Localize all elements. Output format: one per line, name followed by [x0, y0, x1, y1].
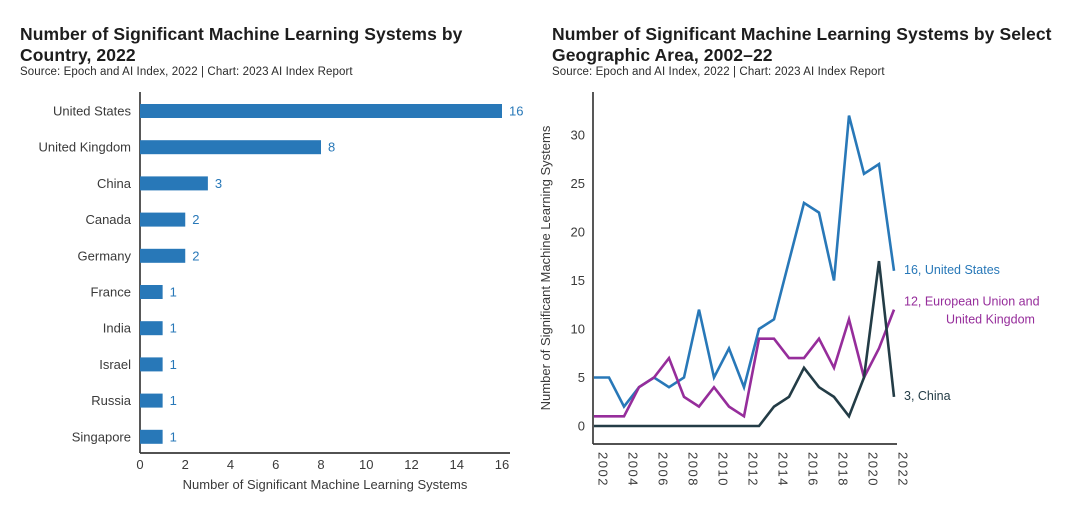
x-tick-8: 8 — [317, 457, 324, 472]
x-tick-2012: 2012 — [746, 452, 761, 487]
x-tick-2014: 2014 — [776, 452, 791, 487]
x-tick-2002: 2002 — [596, 452, 611, 487]
category-label-united-kingdom: United Kingdom — [39, 140, 132, 155]
x-tick-0: 0 — [136, 457, 143, 472]
bar-united-kingdom — [140, 140, 321, 155]
value-label-singapore: 1 — [170, 429, 177, 444]
value-label-china: 3 — [215, 176, 222, 191]
bar-chart-source: Source: Epoch and AI Index, 2022 | Chart… — [20, 66, 353, 78]
line-european-union-and-united-kingdom — [594, 309, 896, 419]
category-label-india: India — [103, 321, 132, 336]
x-tick-2004: 2004 — [626, 452, 641, 487]
y-tick-30: 30 — [571, 128, 585, 143]
line-china — [594, 260, 896, 428]
value-label-united-kingdom: 8 — [328, 140, 335, 155]
line-chart-title: Number of Significant Machine Learning S… — [552, 24, 1052, 65]
category-label-united-states: United States — [53, 104, 132, 119]
x-tick-2022: 2022 — [896, 452, 911, 487]
x-tick-2018: 2018 — [836, 452, 851, 487]
category-label-france: France — [91, 285, 131, 300]
x-tick-2010: 2010 — [716, 452, 731, 487]
bar-russia — [140, 393, 163, 408]
x-tick-14: 14 — [450, 457, 464, 472]
bar-chart-panel: Number of Significant Machine Learning S… — [20, 24, 524, 492]
x-tick-2020: 2020 — [866, 452, 881, 487]
bar-india — [140, 321, 163, 336]
bar-china — [140, 176, 208, 191]
line-chart: 0 5 10 15 20 25 30 2002 2004 2006 2008 2010 2012 2014… — [540, 92, 1040, 487]
value-label-canada: 2 — [192, 212, 199, 227]
end-label-china: 3, China — [904, 389, 951, 403]
x-tick-10: 10 — [359, 457, 373, 472]
line-chart-source: Source: Epoch and AI Index, 2022 | Chart… — [552, 66, 885, 78]
line-chart-panel: Number of Significant Machine Learning S… — [540, 0, 1080, 507]
x-tick-6: 6 — [272, 457, 279, 472]
y-tick-10: 10 — [571, 322, 585, 337]
bar-singapore — [140, 429, 163, 444]
end-label-united-states: 16, United States — [904, 263, 1000, 277]
bar-israel — [140, 357, 163, 372]
y-tick-20: 20 — [571, 225, 585, 240]
value-label-france: 1 — [170, 285, 177, 300]
x-tick-16: 16 — [495, 457, 509, 472]
x-tick-2016: 2016 — [806, 452, 821, 487]
value-label-india: 1 — [170, 321, 177, 336]
y-tick-25: 25 — [571, 176, 585, 191]
end-label-european-union-and-united-kingdom-line2: United Kingdom — [946, 313, 1035, 327]
category-label-canada: Canada — [85, 212, 131, 227]
y-axis-title: Number of Significant Machine Learning S… — [540, 125, 553, 410]
value-label-germany: 2 — [192, 248, 199, 263]
bar-canada — [140, 212, 186, 227]
value-label-russia: 1 — [170, 393, 177, 408]
y-tick-0: 0 — [578, 419, 585, 434]
value-label-israel: 1 — [170, 357, 177, 372]
category-label-china: China — [97, 176, 132, 191]
line-united-states — [594, 115, 896, 410]
x-axis-title: Number of Significant Machine Learning S… — [183, 477, 468, 492]
x-tick-4: 4 — [227, 457, 234, 472]
category-label-germany: Germany — [78, 248, 132, 263]
x-tick-12: 12 — [404, 457, 418, 472]
bar-germany — [140, 248, 186, 263]
category-label-israel: Israel — [99, 357, 131, 372]
category-label-singapore: Singapore — [72, 429, 131, 444]
y-tick-5: 5 — [578, 370, 585, 385]
category-label-russia: Russia — [91, 393, 132, 408]
x-tick-2006: 2006 — [656, 452, 671, 487]
y-tick-15: 15 — [571, 273, 585, 288]
bar-chart-title: Number of Significant Machine Learning S… — [20, 24, 463, 65]
bar-united-states — [140, 104, 502, 118]
value-label-united-states: 16 — [509, 104, 523, 119]
end-label-european-union-and-united-kingdom: 12, European Union and — [904, 295, 1040, 309]
x-tick-2: 2 — [182, 457, 189, 472]
x-tick-2008: 2008 — [686, 452, 701, 487]
bar-france — [140, 285, 163, 299]
